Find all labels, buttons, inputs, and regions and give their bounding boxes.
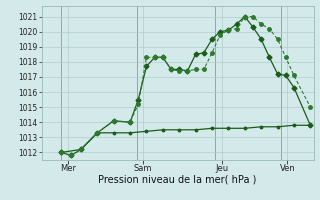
X-axis label: Pression niveau de la mer( hPa ): Pression niveau de la mer( hPa ) [99, 175, 257, 185]
